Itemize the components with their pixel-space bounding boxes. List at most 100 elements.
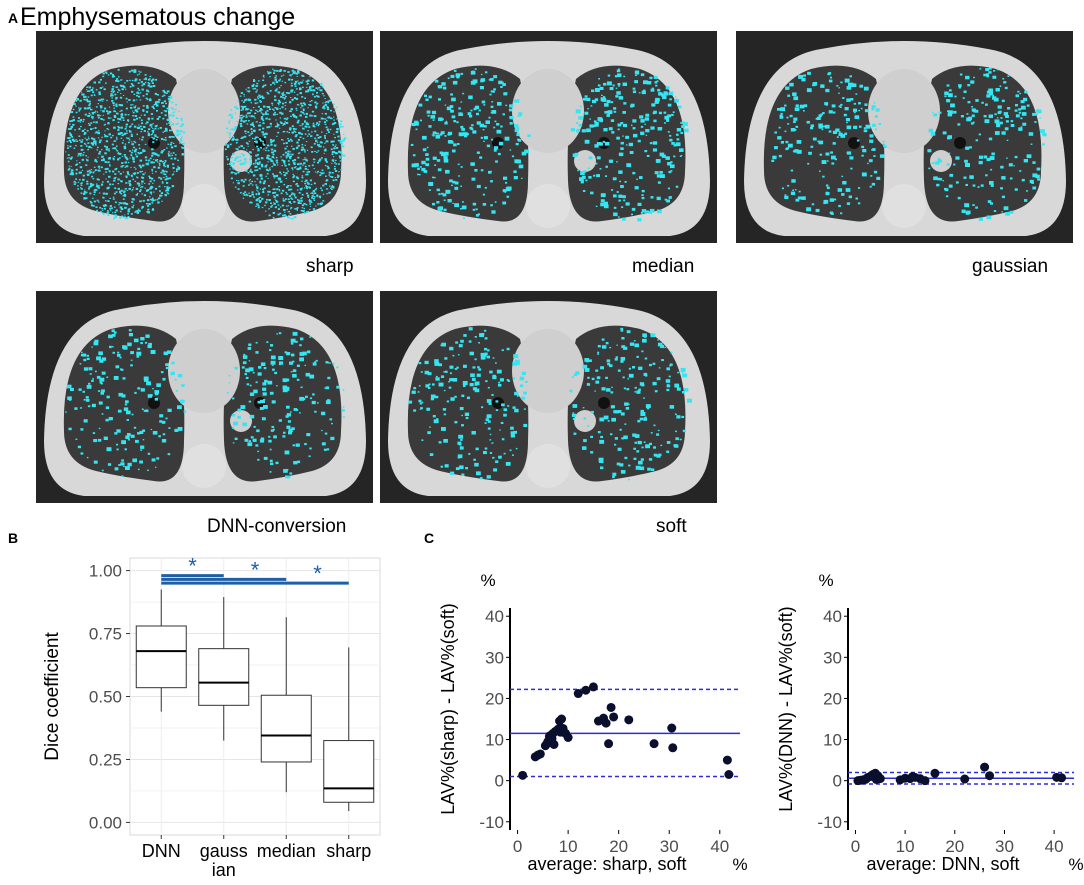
emphysema-voxel [165, 417, 168, 420]
emphysema-voxel [240, 119, 243, 121]
emphysema-voxel [72, 108, 75, 111]
emphysema-voxel [166, 166, 169, 168]
emphysema-voxel [131, 123, 134, 125]
x-axis-label: average: sharp, soft [527, 854, 686, 874]
emphysema-voxel [430, 397, 435, 401]
emphysema-voxel [327, 116, 331, 119]
emphysema-voxel [146, 98, 149, 101]
emphysema-voxel [1042, 143, 1045, 146]
emphysema-voxel [122, 139, 124, 141]
emphysema-voxel [151, 80, 153, 83]
emphysema-voxel [314, 105, 318, 108]
emphysema-voxel [117, 409, 122, 413]
emphysema-voxel [147, 344, 152, 349]
emphysema-voxel [120, 93, 122, 95]
emphysema-voxel [86, 357, 90, 360]
emphysema-voxel [259, 201, 261, 203]
emphysema-voxel [137, 468, 140, 471]
emphysema-voxel [283, 209, 286, 211]
emphysema-voxel [142, 429, 146, 432]
emphysema-voxel [927, 149, 932, 153]
emphysema-voxel [453, 143, 457, 147]
emphysema-voxel [135, 187, 139, 190]
y-tick-label: 30 [485, 648, 504, 667]
emphysema-voxel [507, 380, 511, 382]
emphysema-voxel [289, 472, 293, 475]
emphysema-voxel [835, 128, 840, 132]
emphysema-voxel [289, 185, 292, 187]
emphysema-voxel [141, 176, 145, 179]
emphysema-voxel [272, 68, 274, 70]
emphysema-voxel [278, 104, 280, 106]
emphysema-voxel [143, 130, 146, 132]
emphysema-voxel [994, 131, 1000, 135]
emphysema-voxel [139, 159, 143, 162]
emphysema-voxel [311, 202, 313, 204]
emphysema-voxel [75, 100, 78, 102]
emphysema-voxel [153, 191, 155, 193]
emphysema-voxel [336, 385, 340, 389]
emphysema-voxel [304, 157, 306, 159]
emphysema-voxel [237, 182, 240, 185]
emphysema-voxel [307, 135, 309, 137]
emphysema-voxel [265, 111, 267, 113]
emphysema-voxel [167, 143, 169, 145]
emphysema-voxel [89, 200, 92, 203]
emphysema-voxel [100, 79, 102, 81]
emphysema-voxel [339, 160, 342, 162]
emphysema-voxel [1005, 212, 1010, 216]
emphysema-voxel [148, 175, 151, 177]
emphysema-voxel [429, 426, 431, 428]
emphysema-voxel [102, 158, 105, 160]
emphysema-voxel [792, 92, 797, 96]
emphysema-voxel [155, 466, 157, 468]
emphysema-voxel [95, 106, 98, 108]
emphysema-voxel [604, 141, 610, 146]
emphysema-voxel [149, 191, 153, 194]
emphysema-voxel [1009, 210, 1014, 214]
emphysema-voxel [83, 367, 89, 371]
emphysema-voxel [160, 112, 163, 114]
emphysema-voxel [156, 159, 159, 161]
emphysema-voxel [1020, 126, 1023, 128]
emphysema-voxel [829, 198, 835, 202]
emphysema-voxel [256, 111, 259, 113]
emphysema-voxel [474, 462, 479, 467]
emphysema-voxel [116, 448, 119, 451]
emphysema-voxel [512, 406, 516, 409]
emphysema-voxel [980, 184, 984, 187]
emphysema-voxel [299, 412, 301, 414]
emphysema-voxel [620, 147, 624, 150]
emphysema-voxel [106, 187, 110, 190]
emphysema-voxel [595, 205, 598, 207]
emphysema-voxel [341, 409, 345, 412]
emphysema-voxel [320, 117, 323, 120]
emphysema-voxel [965, 183, 968, 186]
emphysema-voxel [87, 156, 89, 158]
emphysema-voxel [275, 199, 278, 202]
emphysema-voxel [279, 101, 282, 104]
emphysema-voxel [944, 91, 949, 96]
emphysema-voxel [101, 136, 103, 138]
emphysema-voxel [837, 188, 843, 192]
emphysema-voxel [505, 104, 508, 107]
emphysema-voxel [112, 102, 115, 104]
emphysema-voxel [250, 123, 252, 126]
emphysema-voxel [128, 182, 130, 184]
emphysema-voxel [91, 137, 94, 140]
emphysema-voxel [304, 144, 306, 146]
emphysema-voxel [134, 168, 137, 170]
emphysema-voxel [181, 153, 185, 156]
emphysema-voxel [304, 121, 307, 123]
emphysema-voxel [465, 416, 469, 420]
emphysema-voxel [594, 144, 599, 148]
emphysema-voxel [147, 134, 151, 137]
emphysema-voxel [428, 383, 431, 386]
emphysema-voxel [431, 110, 437, 115]
emphysema-voxel [231, 427, 234, 429]
emphysema-voxel [654, 171, 659, 175]
emphysema-voxel [498, 383, 502, 387]
emphysema-voxel [475, 106, 479, 109]
x-tick-label: 40 [1045, 837, 1064, 856]
emphysema-voxel [150, 185, 153, 188]
